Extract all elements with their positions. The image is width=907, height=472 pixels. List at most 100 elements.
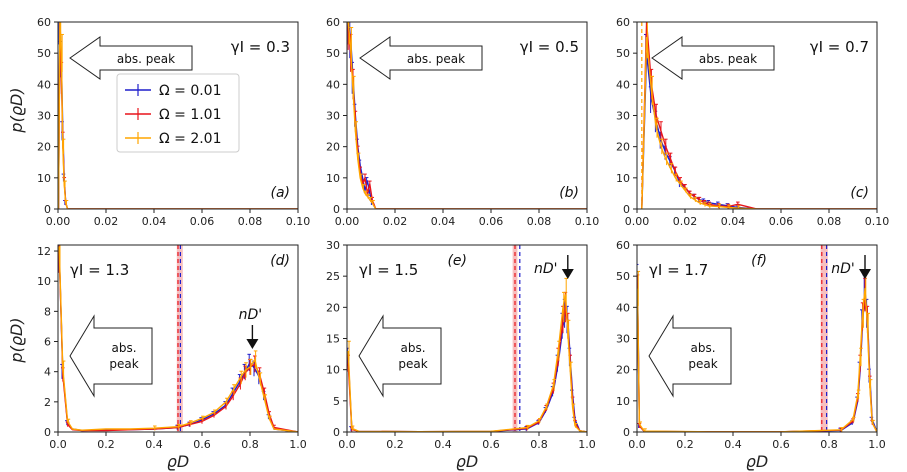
abs-peak-label: peak [109, 357, 138, 371]
abs-peak-label: abs. [400, 341, 425, 355]
y-tick-label: 40 [37, 78, 51, 91]
y-axis-label-bottom: p(ϱD) [7, 317, 26, 363]
abs-peak-arrow [648, 314, 732, 398]
x-tick-label: 0.00 [625, 215, 650, 228]
x-tick-label: 0.8 [530, 438, 548, 451]
x-tick-label: 0.06 [479, 215, 504, 228]
y-tick-label: 20 [37, 141, 51, 154]
y-tick-label: 20 [616, 141, 630, 154]
y-tick-label: 20 [326, 141, 340, 154]
y-tick-label: 30 [37, 110, 51, 123]
y-tick-label: 60 [326, 16, 340, 29]
nd-arrow-head [246, 339, 259, 349]
x-tick-label: 1.0 [578, 438, 596, 451]
x-tick-label: 0.6 [772, 438, 790, 451]
panels: 0.00 0.02 0.04 0.06 0.08 0.100102030405060γI … [37, 16, 889, 471]
y-tick-label: 60 [616, 16, 630, 29]
y-tick-label: 25 [326, 270, 340, 283]
series-line-3 [347, 22, 587, 209]
x-tick-label: 0.6 [193, 438, 211, 451]
panel-c: 0.00 0.02 0.04 0.06 0.08 0.10 0 10 20 30 40 50 60 γI … [616, 16, 889, 228]
y-tick-label: 4 [44, 366, 51, 379]
x-axis-label: ϱD [456, 452, 478, 471]
panel-a: 0.00 0.02 0.04 0.06 0.08 0.10 0 10 20 30 40 50 60 γI … [37, 16, 311, 228]
axes-frame [636, 244, 878, 433]
y-tick-label: 12 [37, 245, 51, 258]
y-tick-label: 0 [623, 203, 630, 216]
x-tick-label: 0.08 [817, 215, 842, 228]
y-tick-label: 10 [616, 395, 630, 408]
axes-frame [57, 244, 299, 433]
gamma-label: γI = 0.3 [231, 38, 290, 56]
x-tick-label: 1.0 [289, 438, 307, 451]
abs-peak-arrow [651, 36, 775, 80]
x-tick-label: 0.04 [142, 215, 167, 228]
abs-peak-label: abs. [111, 341, 136, 355]
y-tick-label: 50 [326, 47, 340, 60]
nd-label: nD' [831, 261, 855, 277]
nd-arrow-head [561, 269, 574, 279]
plot-area [58, 245, 298, 432]
x-tick-label: 0.10 [286, 215, 311, 228]
y-tick-label: 50 [37, 47, 51, 60]
x-axis-label: ϱD [167, 452, 189, 471]
y-tick-label: 40 [616, 78, 630, 91]
abs-peak-label: abs. [690, 341, 715, 355]
x-tick-label: 0.06 [769, 215, 794, 228]
x-tick-label: 0.08 [527, 215, 552, 228]
axes-frame [636, 21, 878, 210]
x-tick-label: 0.6 [482, 438, 500, 451]
x-tick-label: 0.0 [338, 438, 356, 451]
x-tick-label: 0.2 [386, 438, 404, 451]
panel-tag: (a) [270, 185, 290, 201]
gamma-label: γI = 0.5 [520, 38, 579, 56]
y-tick-label: 0 [333, 203, 340, 216]
x-tick-label: 0.0 [49, 438, 67, 451]
panel-d: 0.0 0.2 0.4 0.6 0.8 1.0 0 2 4 6 8 10 12 γI = 1.3 (d) ab… [37, 244, 307, 471]
x-tick-label: 0.10 [575, 215, 600, 228]
y-tick-label: 60 [616, 239, 630, 252]
series-line-1 [641, 52, 877, 209]
series-line-3 [637, 287, 877, 432]
plot-area [347, 22, 587, 209]
x-tick-label: 0.08 [238, 215, 263, 228]
y-tick-label: 15 [326, 333, 340, 346]
y-tick-label: 30 [326, 110, 340, 123]
abs-peak-arrow [359, 36, 483, 80]
y-tick-label: 0 [44, 426, 51, 439]
legend-label-3: Ω = 2.01 [159, 131, 222, 147]
gamma-label: γI = 0.7 [810, 38, 869, 56]
y-tick-label: 0 [44, 203, 51, 216]
legend-box [116, 73, 240, 153]
y-tick-label: 10 [616, 172, 630, 185]
x-tick-label: 0.04 [431, 215, 456, 228]
abs-peak-label: abs. peak [407, 52, 465, 66]
abs-peak-label: peak [688, 357, 717, 371]
axes-frame [346, 244, 588, 433]
y-tick-label: 40 [326, 78, 340, 91]
y-tick-label: 30 [616, 110, 630, 123]
x-tick-label: 0.8 [241, 438, 259, 451]
gamma-label: γI = 1.3 [70, 261, 129, 279]
x-tick-label: 0.4 [724, 438, 742, 451]
y-tick-label: 6 [44, 336, 51, 349]
y-tick-label: 5 [333, 395, 340, 408]
x-tick-label: 0.0 [628, 438, 646, 451]
gamma-label: γI = 1.5 [359, 261, 418, 279]
abs-peak-label: abs. peak [699, 52, 757, 66]
y-tick-label: 10 [326, 364, 340, 377]
axes-frame [346, 21, 588, 210]
abs-peak-arrow [358, 314, 442, 398]
nd-label: nD' [534, 261, 558, 277]
legend-label-1: Ω = 0.01 [159, 83, 222, 99]
panel-b: 0.00 0.02 0.04 0.06 0.08 0.10 0 10 20 30 40 50 60 γI … [326, 16, 600, 228]
x-tick-label: 1.0 [868, 438, 886, 451]
x-tick-label: 0.06 [190, 215, 215, 228]
y-tick-label: 30 [616, 333, 630, 346]
x-tick-label: 0.2 [97, 438, 115, 451]
y-tick-label: 10 [37, 275, 51, 288]
x-axis-label: ϱD [746, 452, 768, 471]
abs-peak-arrow [69, 314, 153, 398]
x-tick-label: 0.02 [383, 215, 408, 228]
